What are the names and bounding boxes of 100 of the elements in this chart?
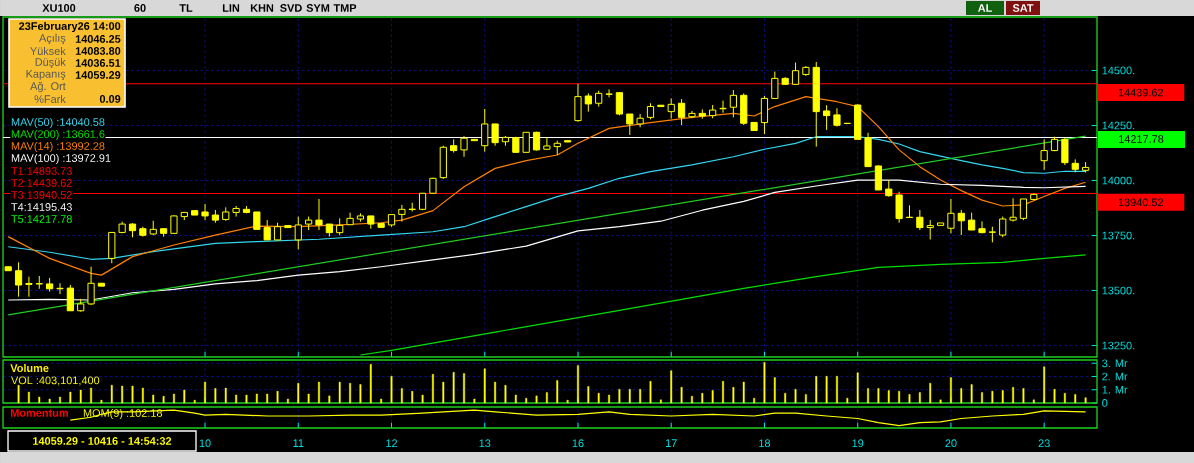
line-series [7,96,1087,276]
candlestick [833,107,841,128]
x-tick-label: 16 [572,439,584,448]
text: LIN [222,4,240,12]
candlestick [201,203,209,221]
y-tick-label: 2. Mr [1102,372,1128,381]
ref-line-label: 14439.62 [1118,88,1164,97]
candlestick [66,284,74,312]
annotation: Açılış [39,33,66,45]
candlestick [916,209,924,231]
candlestick [1019,198,1028,221]
text: SVD [280,4,302,12]
candlestick [460,135,468,158]
candlestick [677,98,686,126]
text: MAV(50) :14040.58 [11,117,105,129]
annotation: 0.09 [99,95,121,103]
annotation: T1:14893.73 [11,167,72,175]
annotation: 14046.25 [75,35,121,43]
annotation: Ağ. Ort [30,81,66,93]
text: TMP [333,4,357,12]
candlestick [263,219,271,241]
candlestick [294,216,302,250]
text: 14217.78 [1119,135,1164,143]
annotation: 14083.80 [75,47,121,55]
x-tick-label: 17 [665,439,677,447]
annotation: 14036.51 [75,59,121,67]
chart-title: Momentum [11,409,68,417]
candlestick [522,131,530,154]
candlestick [25,276,33,298]
candlestick [605,88,613,98]
x-tick-label: 23 [1038,439,1050,448]
series-label: VOL :403,101,400 [10,376,100,386]
text: AL [977,4,992,12]
candlestick [729,89,737,118]
candlestick [947,198,955,234]
candlestick [574,83,582,123]
candlestick [1061,136,1069,166]
x-tick-label: 19 [852,439,864,448]
candlestick [926,219,934,240]
candlestick [978,220,986,234]
candlestick [1009,197,1017,223]
y-tick-label: 0 [1102,399,1108,407]
text: SAT [1012,4,1034,12]
candlestick [957,209,965,236]
y-tick-label: 13500. [1102,286,1135,295]
annotation: T4:14195.43 [11,203,72,211]
text: SYM [306,4,330,12]
candlestick [1040,138,1048,171]
chart-title: Volume [10,363,49,372]
text: 60 [134,4,146,12]
annotation: 23February26 14:00 [19,21,121,33]
annotation: T3:13940.52 [11,191,72,199]
candlestick [626,113,634,136]
x-tick-label: 12 [386,439,398,447]
candlestick [232,205,240,218]
y-tick-label: 1. Mr [1102,385,1128,394]
candlestick [170,214,178,235]
y-tick-label: 13250. [1102,341,1135,350]
text: MAV(14) :13992.28 [11,141,105,153]
text: KHN [250,4,274,12]
x-tick-label: 10 [199,439,211,448]
annotation: T5:14217.78 [11,215,72,223]
candlestick [636,113,644,128]
candlestick [771,71,779,100]
candlestick [481,108,489,153]
chart-title: XU100 [42,4,76,12]
y-tick-label: 14000. [1102,176,1135,185]
x-tick-label: 18 [759,439,771,448]
y-tick-label: 3. Mr [1102,359,1128,368]
annotation: Düşük [35,57,66,69]
text: MAV(200) :13661.6 [11,129,105,141]
annotation: 14059.29 [75,71,121,79]
candlestick [87,266,95,306]
candlestick [823,104,831,131]
candlestick [398,204,406,223]
candlestick [999,216,1007,238]
candlestick [491,123,499,147]
candlestick [584,92,592,113]
annotation: T2:14439.62 [11,179,72,187]
annotation: Yüksek [30,46,66,55]
y-tick-label: 14500. [1102,66,1135,75]
text: TL [179,4,193,12]
text: MAV(100) :13972.91 [11,153,111,165]
x-tick-label: 20 [945,439,957,448]
x-tick-label: 11 [293,439,304,447]
candlestick [315,198,323,231]
candlestick [791,62,800,85]
y-tick-label: 13750. [1102,231,1135,240]
candlestick [895,191,903,224]
line-series [359,254,1087,356]
x-tick-label: 13 [479,439,491,448]
ref-line-label: 13940.52 [1118,198,1164,207]
candlestick [874,164,883,191]
annotation: %Fark [34,94,66,103]
annotation: Kapanış [26,70,66,80]
candlestick [14,261,23,298]
text: 14059.29 - 10416 - 14:54:32 [33,437,172,445]
y-tick-label: 14250. [1102,121,1135,130]
candlestick [667,97,675,120]
candlestick [543,136,551,150]
